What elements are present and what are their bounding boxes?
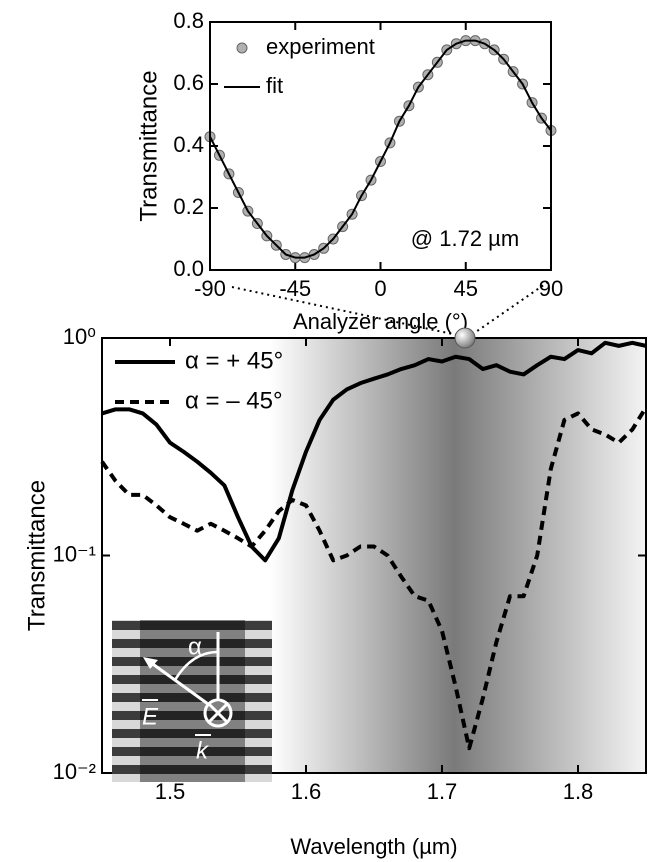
y-tick-label: 10⁻¹	[53, 541, 96, 566]
y-axis-label: Transmittance	[135, 70, 162, 221]
legend-label: α = – 45°	[185, 387, 283, 414]
y-tick-label: 0.8	[173, 8, 204, 33]
data-line	[209, 39, 552, 259]
plot-layer: 0.0 0.2 0.4 0.6 0.8 -90 -45 0 45 90 Analyzer angle…	[23, 8, 648, 859]
plot-frame	[101, 337, 647, 774]
x-tick-label: 1.8	[563, 779, 594, 804]
y-tick-label: 10⁰	[63, 324, 96, 349]
legend-label: α = + 45°	[185, 347, 283, 374]
highlight-sphere	[454, 327, 476, 349]
x-tick-label: 0	[374, 276, 386, 301]
y-tick-label: 0.0	[173, 256, 204, 281]
x-tick-label: 90	[539, 276, 563, 301]
legend-label: fit	[266, 73, 283, 98]
shaded-band	[270, 338, 646, 773]
connector	[469, 281, 549, 337]
legend-marker	[236, 42, 248, 54]
y-tick-label: 0.2	[173, 194, 204, 219]
x-tick-label: 1.7	[427, 779, 458, 804]
field-arrow	[149, 660, 209, 706]
x-tick-label: 1.5	[155, 779, 186, 804]
x-tick-label: 45	[454, 276, 478, 301]
data-line	[101, 340, 647, 563]
background-layer	[270, 338, 646, 773]
x-tick-label: -90	[194, 276, 226, 301]
k-circle	[203, 698, 233, 728]
y-tick-label: 0.6	[173, 70, 204, 95]
inset-k: k	[196, 737, 210, 764]
grating	[112, 620, 272, 782]
grating-inset: α E k	[112, 620, 272, 782]
x-axis-label: Wavelength (µm)	[290, 834, 457, 859]
plot-frame	[209, 21, 552, 271]
x-tick-label: 1.6	[291, 779, 322, 804]
k-cross	[207, 702, 229, 724]
x-tick-label: -45	[279, 276, 311, 301]
inset-e: E	[142, 703, 159, 730]
y-tick-label: 10⁻²	[53, 759, 96, 784]
annotation: @ 1.72 µm	[411, 226, 519, 251]
decorations: α E k	[112, 281, 549, 782]
arrow-head	[143, 657, 158, 669]
y-axis-label: Transmittance	[23, 480, 50, 631]
x-axis-label: Analyzer angle (°)	[293, 309, 468, 334]
legend-label: experiment	[266, 34, 375, 59]
inset-alpha: α	[188, 633, 202, 660]
y-tick-label: 0.4	[173, 132, 204, 157]
angle-arc	[173, 650, 219, 681]
data-line	[100, 406, 648, 751]
